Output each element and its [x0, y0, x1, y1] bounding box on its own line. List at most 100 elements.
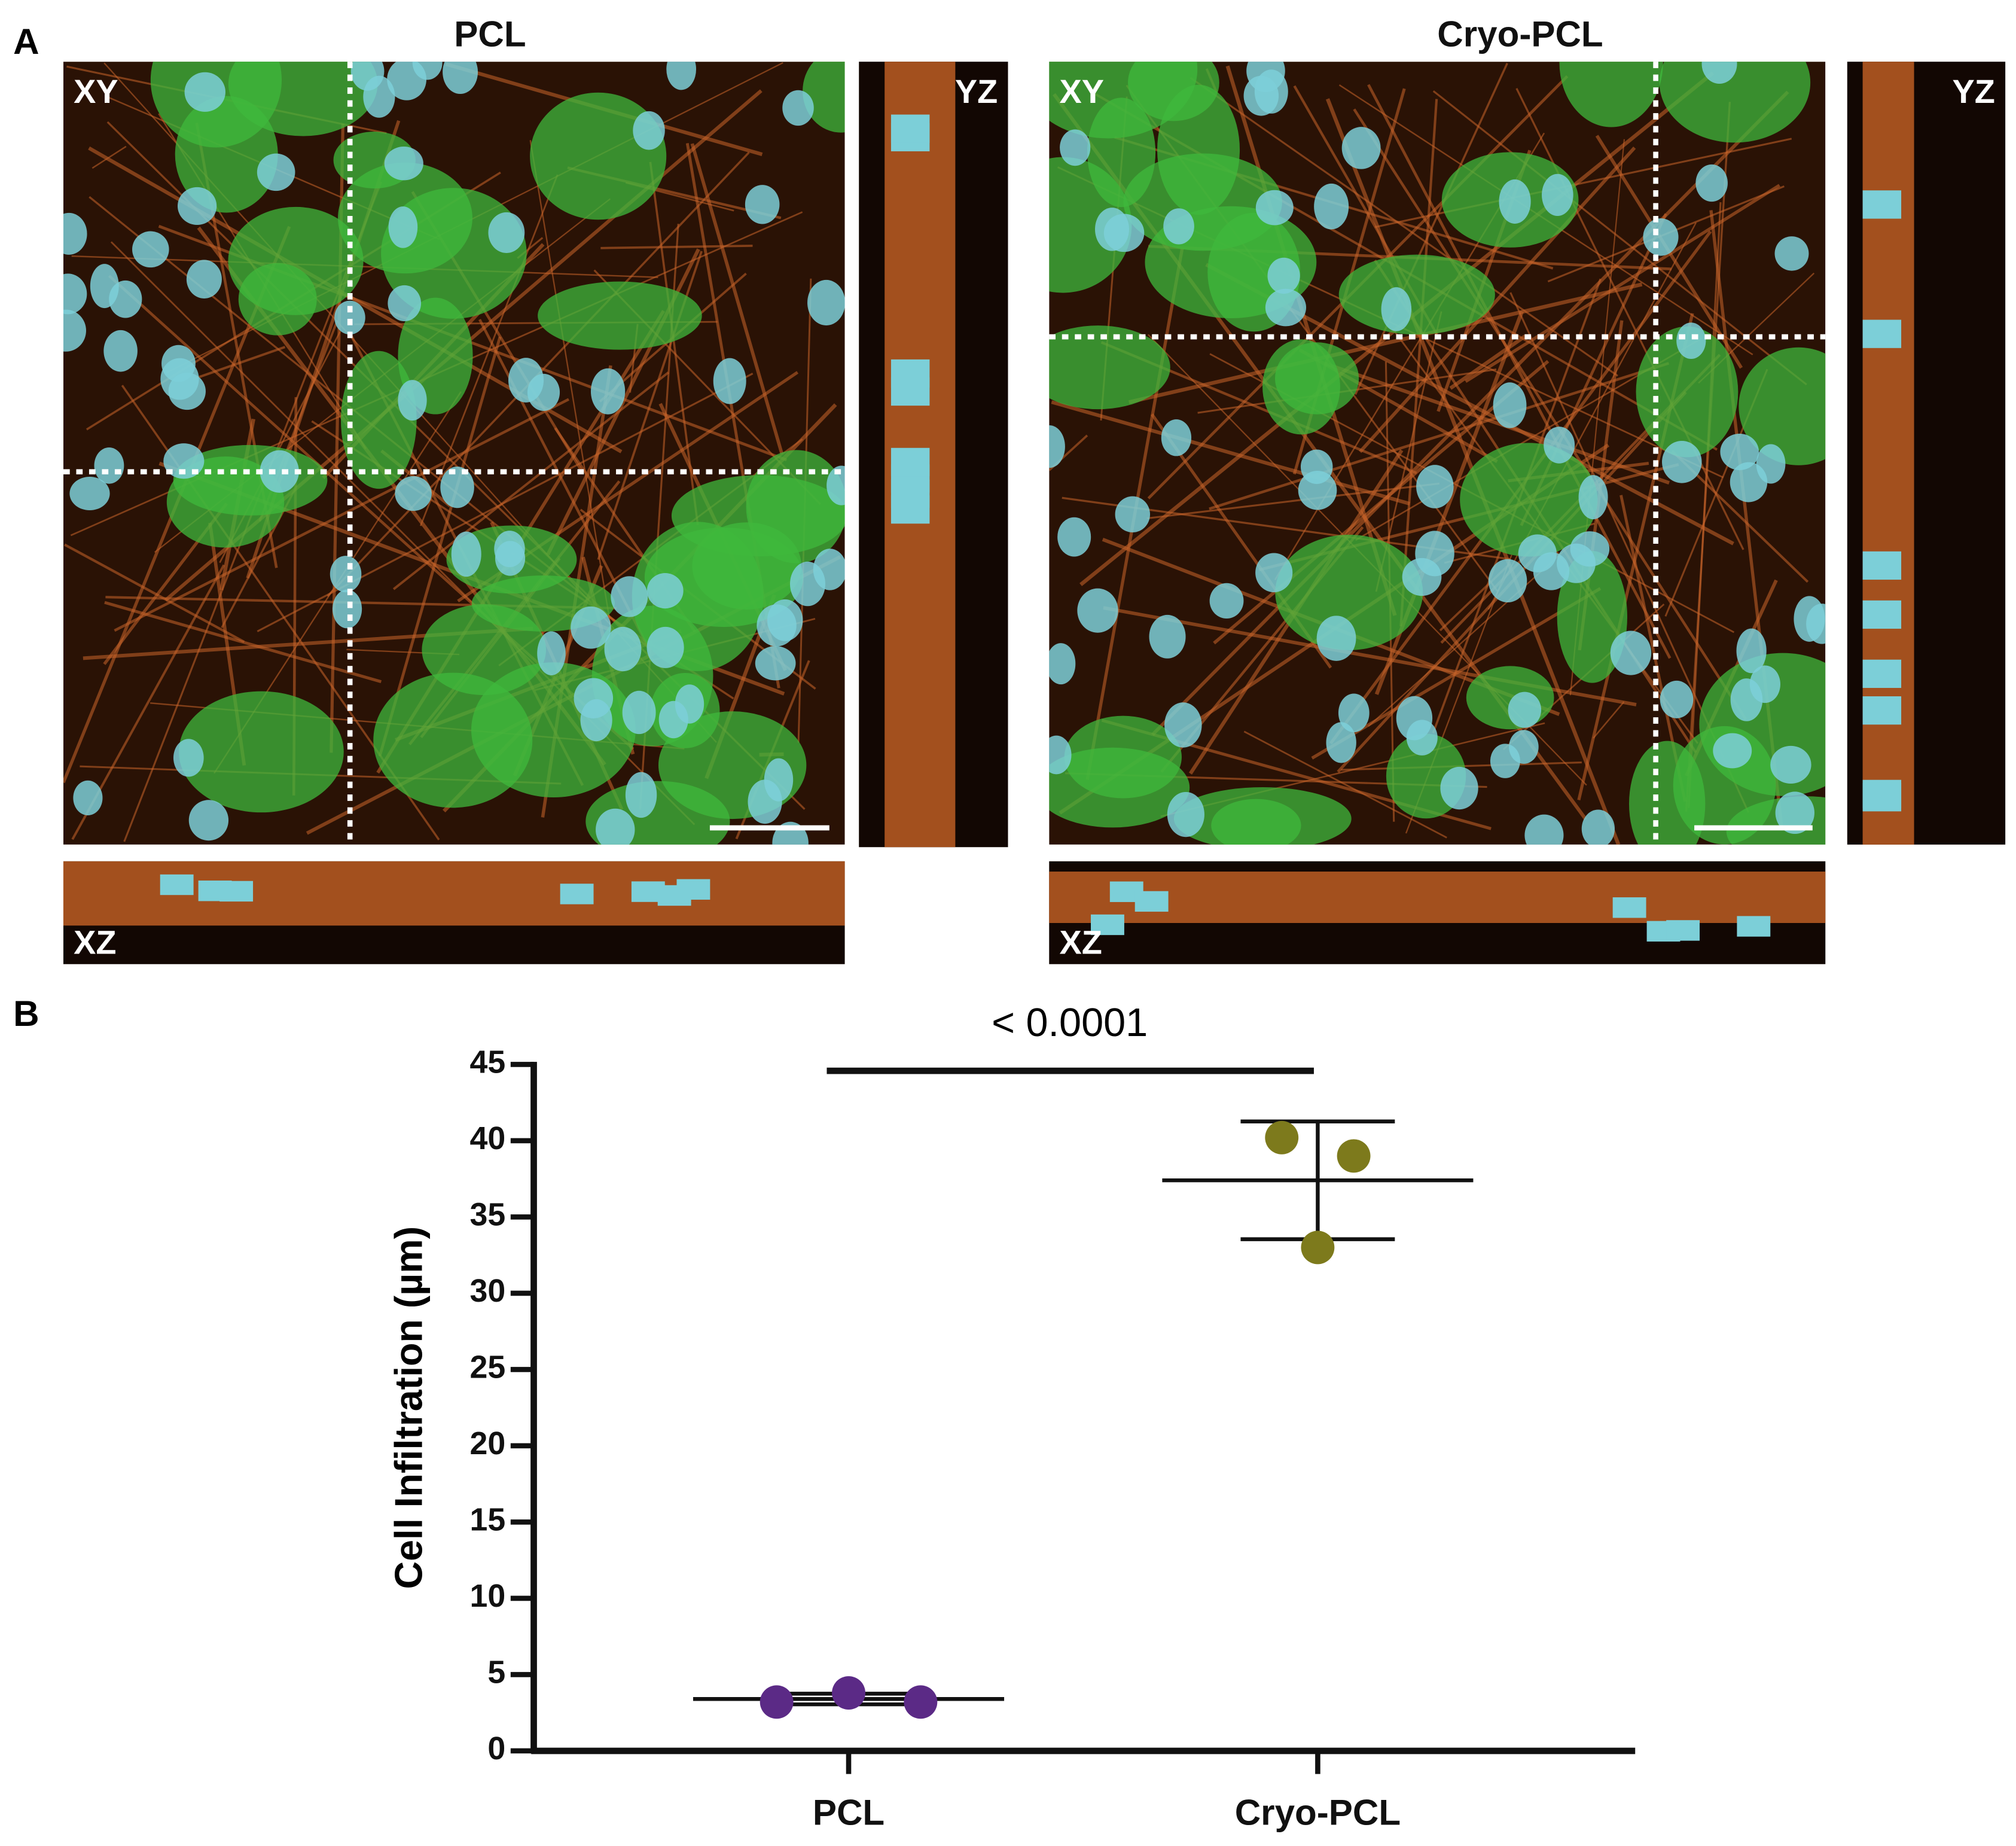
yz-nucleus	[1862, 783, 1902, 812]
yz-nucleus	[1862, 319, 1902, 348]
data-point	[760, 1685, 794, 1719]
nucleus	[363, 75, 395, 118]
cell	[1049, 325, 1170, 410]
nucleus	[73, 780, 103, 815]
xz-nucleus	[160, 874, 194, 895]
nucleus	[1493, 382, 1527, 428]
view-label: YZ	[955, 72, 998, 110]
nucleus	[186, 260, 222, 298]
nucleus	[173, 739, 204, 777]
cell	[1559, 62, 1663, 127]
view-label: XY	[1059, 72, 1104, 110]
cell	[179, 691, 344, 813]
y-tick-label: 0	[487, 1731, 505, 1766]
nucleus	[1060, 129, 1091, 166]
cell	[1262, 339, 1340, 435]
nucleus	[1402, 558, 1442, 596]
cell	[340, 351, 417, 489]
nucleus	[537, 631, 566, 675]
nucleus	[622, 690, 656, 735]
fiber	[1051, 400, 1410, 505]
nucleus	[508, 358, 544, 403]
fiber	[64, 543, 245, 644]
nucleus	[1341, 127, 1381, 169]
y-tick-label: 30	[469, 1273, 505, 1309]
nucleus	[260, 450, 299, 493]
xz-band	[63, 861, 845, 926]
nucleus	[1381, 287, 1412, 331]
xy-image	[63, 62, 845, 845]
fiber	[1688, 202, 1722, 808]
nucleus	[755, 646, 796, 681]
yz-nucleus	[890, 447, 930, 477]
xz-nucleus	[219, 881, 254, 902]
nucleus	[1508, 692, 1542, 728]
nucleus	[625, 772, 657, 818]
fiber	[690, 143, 784, 455]
view-label: XZ	[1059, 924, 1102, 961]
view-label: YZ	[1953, 72, 1995, 110]
nucleus	[1255, 553, 1293, 593]
nucleus	[1416, 465, 1454, 508]
panel-label: B	[13, 994, 39, 1034]
nucleus	[1643, 218, 1679, 256]
fiber	[1367, 84, 1672, 659]
cell	[228, 62, 378, 136]
nucleus	[1578, 475, 1608, 520]
cell	[1049, 747, 1190, 828]
nucleus	[1774, 236, 1809, 271]
nucleus	[103, 330, 138, 372]
fiber	[1128, 282, 1643, 404]
cell	[538, 281, 702, 350]
nucleus	[1267, 257, 1300, 294]
nucleus	[1662, 440, 1702, 483]
nucleus	[1298, 471, 1337, 510]
nucleus	[495, 541, 526, 576]
xz-nucleus	[560, 884, 594, 904]
yz-nucleus	[1862, 551, 1902, 580]
nucleus	[1396, 696, 1433, 741]
nucleus	[646, 626, 684, 668]
nucleus	[1049, 643, 1076, 685]
nucleus	[1314, 183, 1349, 230]
nucleus	[1255, 190, 1294, 226]
fiber	[1465, 184, 1780, 383]
cell	[238, 263, 317, 336]
nucleus	[1265, 288, 1307, 327]
panel-title: PCL	[454, 14, 526, 54]
nucleus	[1749, 665, 1780, 703]
nucleus	[1149, 614, 1186, 659]
nucleus	[1770, 745, 1811, 784]
nucleus	[1488, 559, 1527, 603]
y-tick-label: 10	[469, 1578, 505, 1614]
y-tick-label: 25	[469, 1350, 505, 1385]
xz-nucleus	[1091, 914, 1124, 936]
nucleus	[1660, 680, 1694, 718]
nucleus	[807, 279, 845, 325]
nucleus	[1254, 69, 1288, 114]
y-tick-label: 5	[487, 1655, 505, 1690]
fiber	[1190, 77, 1618, 377]
nucleus	[604, 626, 642, 672]
significance-label: < 0.0001	[992, 1001, 1148, 1045]
nucleus	[745, 185, 780, 224]
nucleus	[257, 153, 295, 191]
fiber	[71, 255, 658, 278]
cell	[1636, 326, 1739, 458]
nucleus	[1167, 791, 1204, 837]
data-point	[1301, 1230, 1335, 1265]
fiber	[1399, 99, 1438, 627]
micrographs: PCL XY YZ XZ Cryo-PCL XY YZ XZ	[63, 14, 2006, 964]
nucleus	[1440, 766, 1478, 810]
fiber	[1243, 730, 1447, 839]
nucleus	[1533, 552, 1570, 590]
x-tick-label: PCL	[813, 1792, 885, 1832]
nucleus	[1720, 433, 1759, 470]
nucleus	[109, 280, 142, 318]
nucleus	[395, 476, 432, 511]
fiber	[1354, 62, 1508, 395]
cell	[1460, 443, 1598, 557]
yz-nucleus	[1862, 600, 1902, 629]
yz-nucleus	[890, 114, 930, 143]
